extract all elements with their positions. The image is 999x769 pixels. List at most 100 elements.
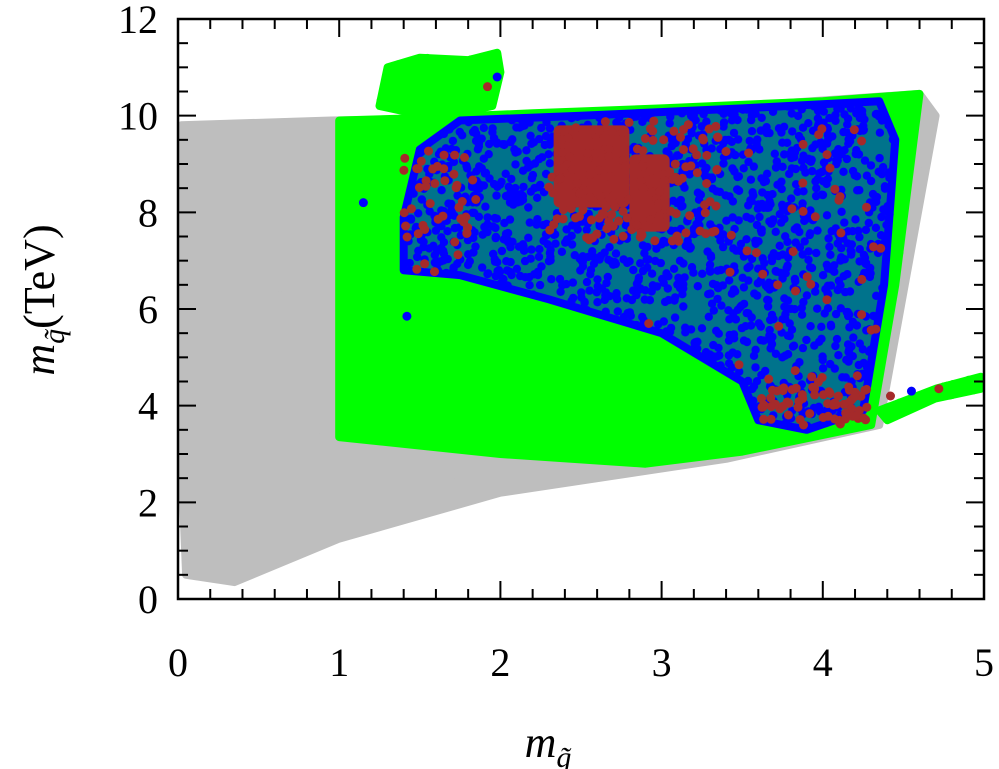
point-blue <box>429 241 438 250</box>
point-green <box>872 366 881 376</box>
point-brown <box>677 173 687 183</box>
point-brown <box>597 209 607 219</box>
point-green <box>514 435 523 444</box>
point-green <box>442 77 451 87</box>
x-tick-label: 4 <box>813 640 833 685</box>
point-blue <box>871 110 881 119</box>
point-green <box>412 106 421 116</box>
point-blue <box>539 236 548 246</box>
point-green <box>441 278 450 287</box>
point-gray <box>273 283 282 292</box>
point-green <box>433 67 442 76</box>
point-blue <box>412 222 421 232</box>
point-brown <box>637 161 647 171</box>
point-brown <box>866 325 876 335</box>
point-blue <box>775 241 784 250</box>
point-gray <box>324 402 334 411</box>
point-gray <box>185 423 194 433</box>
point-green <box>472 61 482 71</box>
point-blue <box>497 246 507 256</box>
x-tick-label: 3 <box>652 640 672 685</box>
point-blue <box>728 213 737 222</box>
point-blue <box>875 153 884 163</box>
point-gray <box>410 488 420 497</box>
point-blue <box>698 159 707 168</box>
point-brown <box>692 168 702 178</box>
point-blue <box>713 266 722 275</box>
point-gray <box>328 217 337 226</box>
point-blue <box>480 222 489 232</box>
point-blue <box>525 218 534 227</box>
point-green <box>397 88 406 97</box>
point-brown <box>683 120 693 130</box>
point-blue <box>525 281 534 290</box>
point-blue <box>813 106 823 116</box>
point-blue <box>432 260 442 269</box>
point-gray <box>192 569 201 579</box>
point-green <box>795 434 804 444</box>
point-green <box>911 397 921 406</box>
point-brown <box>787 204 797 214</box>
point-blue <box>447 199 456 209</box>
point-blue <box>813 114 823 123</box>
point-brown <box>586 215 596 225</box>
point-blue <box>810 341 819 350</box>
point-blue <box>850 171 859 180</box>
point-brown <box>632 144 642 154</box>
point-green <box>476 336 485 346</box>
point-blue <box>871 313 881 322</box>
y-tick-label: 6 <box>138 287 158 332</box>
point-brown <box>557 147 567 157</box>
point-brown <box>688 144 698 154</box>
point-blue <box>483 269 492 279</box>
point-brown <box>681 162 691 172</box>
point-green <box>445 92 454 102</box>
point-blue <box>866 345 875 354</box>
point-blue <box>430 250 439 260</box>
point-blue <box>787 325 797 334</box>
point-brown <box>624 117 634 127</box>
point-green <box>352 365 361 374</box>
point-green <box>413 82 423 91</box>
point-gray <box>914 201 923 211</box>
point-blue <box>605 243 614 252</box>
point-blue <box>492 214 502 223</box>
point-blue <box>615 113 624 122</box>
point-blue <box>760 258 769 268</box>
point-blue <box>806 206 815 215</box>
point-brown <box>400 153 410 163</box>
point-green <box>684 373 693 382</box>
point-blue <box>521 273 530 282</box>
point-gray <box>264 272 273 281</box>
point-brown <box>655 211 665 221</box>
point-brown <box>583 148 592 158</box>
point-blue <box>506 137 515 147</box>
point-brown <box>798 139 808 149</box>
point-brown <box>413 229 423 239</box>
point-blue <box>638 241 648 250</box>
point-brown <box>759 414 769 424</box>
point-green <box>359 276 368 285</box>
point-blue <box>736 239 746 249</box>
point-blue <box>878 163 888 172</box>
point-brown <box>810 212 820 222</box>
point-brown <box>425 199 435 208</box>
point-green <box>435 401 444 410</box>
point-blue <box>629 265 638 275</box>
point-green <box>449 102 458 111</box>
y-tick-label: 10 <box>118 94 158 139</box>
point-green <box>398 182 407 192</box>
point-blue <box>826 250 835 259</box>
point-green <box>470 83 480 93</box>
point-blue <box>470 228 479 237</box>
point-green <box>435 55 445 64</box>
point-green <box>537 371 546 381</box>
point-blue <box>409 189 418 198</box>
point-blue <box>707 299 717 308</box>
point-blue <box>470 125 479 135</box>
point-blue <box>534 252 544 261</box>
point-blue <box>522 146 531 155</box>
point-brown <box>452 180 462 190</box>
point-gray <box>245 157 254 166</box>
point-blue <box>817 190 826 199</box>
